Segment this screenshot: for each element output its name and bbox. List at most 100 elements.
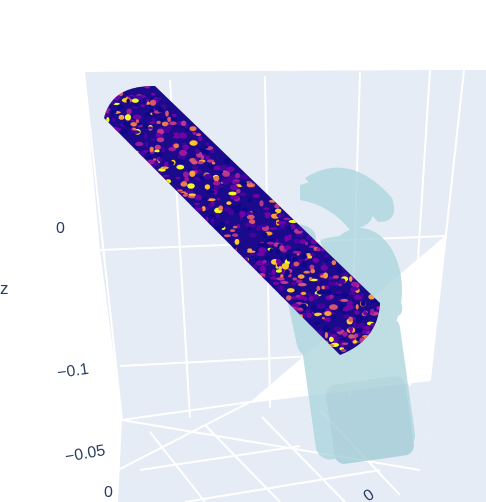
cloud-point [157, 153, 164, 157]
cloud-point [316, 247, 321, 252]
cloud-point [163, 174, 170, 178]
cloud-point [222, 178, 229, 185]
cloud-point [149, 99, 156, 106]
cloud-point [247, 197, 253, 204]
cloud-point [276, 277, 285, 281]
cloud-point [354, 310, 360, 315]
cloud-point [146, 151, 151, 155]
grid-line [409, 69, 431, 387]
cloud-point [110, 100, 115, 105]
cloud-point [201, 206, 206, 212]
cloud-point [286, 288, 295, 293]
cloud-point [342, 272, 349, 278]
cloud-point [306, 312, 312, 319]
cloud-point [171, 113, 177, 117]
axis-ticks: 0 −0.1 −0.05 0 0 z [0, 220, 378, 502]
cloud-point [275, 269, 282, 273]
cloud-point [175, 176, 181, 180]
cloud-point [352, 340, 357, 344]
cloud-point [160, 166, 169, 170]
cloud-point [223, 234, 231, 238]
cloud-point [124, 114, 132, 121]
grid-line [83, 71, 123, 421]
cloud-point [200, 155, 205, 160]
cloud-point [259, 265, 267, 272]
cloud-point [152, 158, 157, 161]
cloud-point [352, 322, 357, 329]
cloud-point [278, 266, 282, 271]
cloud-point [239, 211, 246, 218]
cloud-point [304, 241, 309, 246]
cloud-point [262, 260, 267, 264]
cloud-point [264, 212, 271, 219]
cloud-point [150, 92, 156, 96]
cloud-point [281, 263, 289, 270]
cloud-point [116, 104, 125, 110]
cloud-point [196, 133, 201, 137]
cloud-point [173, 143, 179, 149]
cloud-point [135, 141, 144, 147]
cloud-point [348, 334, 355, 339]
cloud-point [168, 161, 175, 166]
cloud-point [256, 252, 265, 257]
cloud-point [216, 197, 221, 201]
cloud-point [188, 193, 196, 197]
cloud-point [312, 303, 317, 310]
cloud-point [109, 109, 117, 115]
cloud-point [329, 294, 334, 299]
cloud-point [338, 283, 343, 287]
cloud-point [335, 291, 342, 294]
cloud-point [370, 299, 378, 303]
cloud-point [206, 190, 216, 194]
cloud-point [324, 332, 328, 339]
cloud-point [307, 293, 312, 296]
cloud-point [132, 130, 140, 134]
cloud-point [301, 253, 307, 260]
cloud-point [176, 158, 186, 164]
cloud-point [300, 291, 307, 295]
cloud-point [308, 295, 314, 302]
cloud-point [149, 121, 155, 125]
left-wall-panel [0, 72, 122, 502]
z-tick-label: −0.1 [56, 361, 90, 382]
cloud-point [218, 221, 226, 229]
cloud-point [263, 207, 270, 210]
cloud-point [340, 298, 349, 302]
cloud-point [229, 174, 237, 180]
grid-line [204, 424, 281, 502]
cloud-point [341, 342, 349, 346]
cloud-point [274, 249, 282, 254]
cloud-point [164, 161, 169, 167]
cloud-point [132, 127, 136, 131]
cloud-point [290, 281, 297, 286]
grid-line [121, 401, 251, 421]
cloud-point [328, 281, 338, 286]
cloud-point [248, 219, 256, 225]
cloud-point [355, 304, 359, 310]
cloud-point [297, 274, 305, 279]
cloud-point [223, 157, 231, 164]
cloud-point [312, 257, 320, 263]
cloud-point [225, 220, 229, 224]
cloud-point [158, 117, 166, 122]
cloud-point [196, 169, 202, 174]
cloud-point [351, 281, 359, 287]
cloud-point [336, 267, 342, 274]
hand-wrist-base [326, 376, 414, 464]
cloud-point [245, 211, 253, 216]
cloud-point [156, 137, 165, 143]
cloud-point [277, 285, 285, 292]
cloud-point [147, 126, 153, 130]
grid-line [149, 431, 206, 502]
cloud-point [133, 101, 138, 108]
cloud-point [208, 202, 213, 208]
cloud-point [173, 132, 180, 136]
cloud-point [192, 165, 199, 170]
cloud-point [218, 205, 224, 211]
cloud-point [314, 312, 322, 316]
cloud-point [226, 201, 232, 205]
cloud-point [153, 152, 159, 155]
cloud-point [370, 308, 375, 315]
cloud-point [140, 104, 146, 108]
